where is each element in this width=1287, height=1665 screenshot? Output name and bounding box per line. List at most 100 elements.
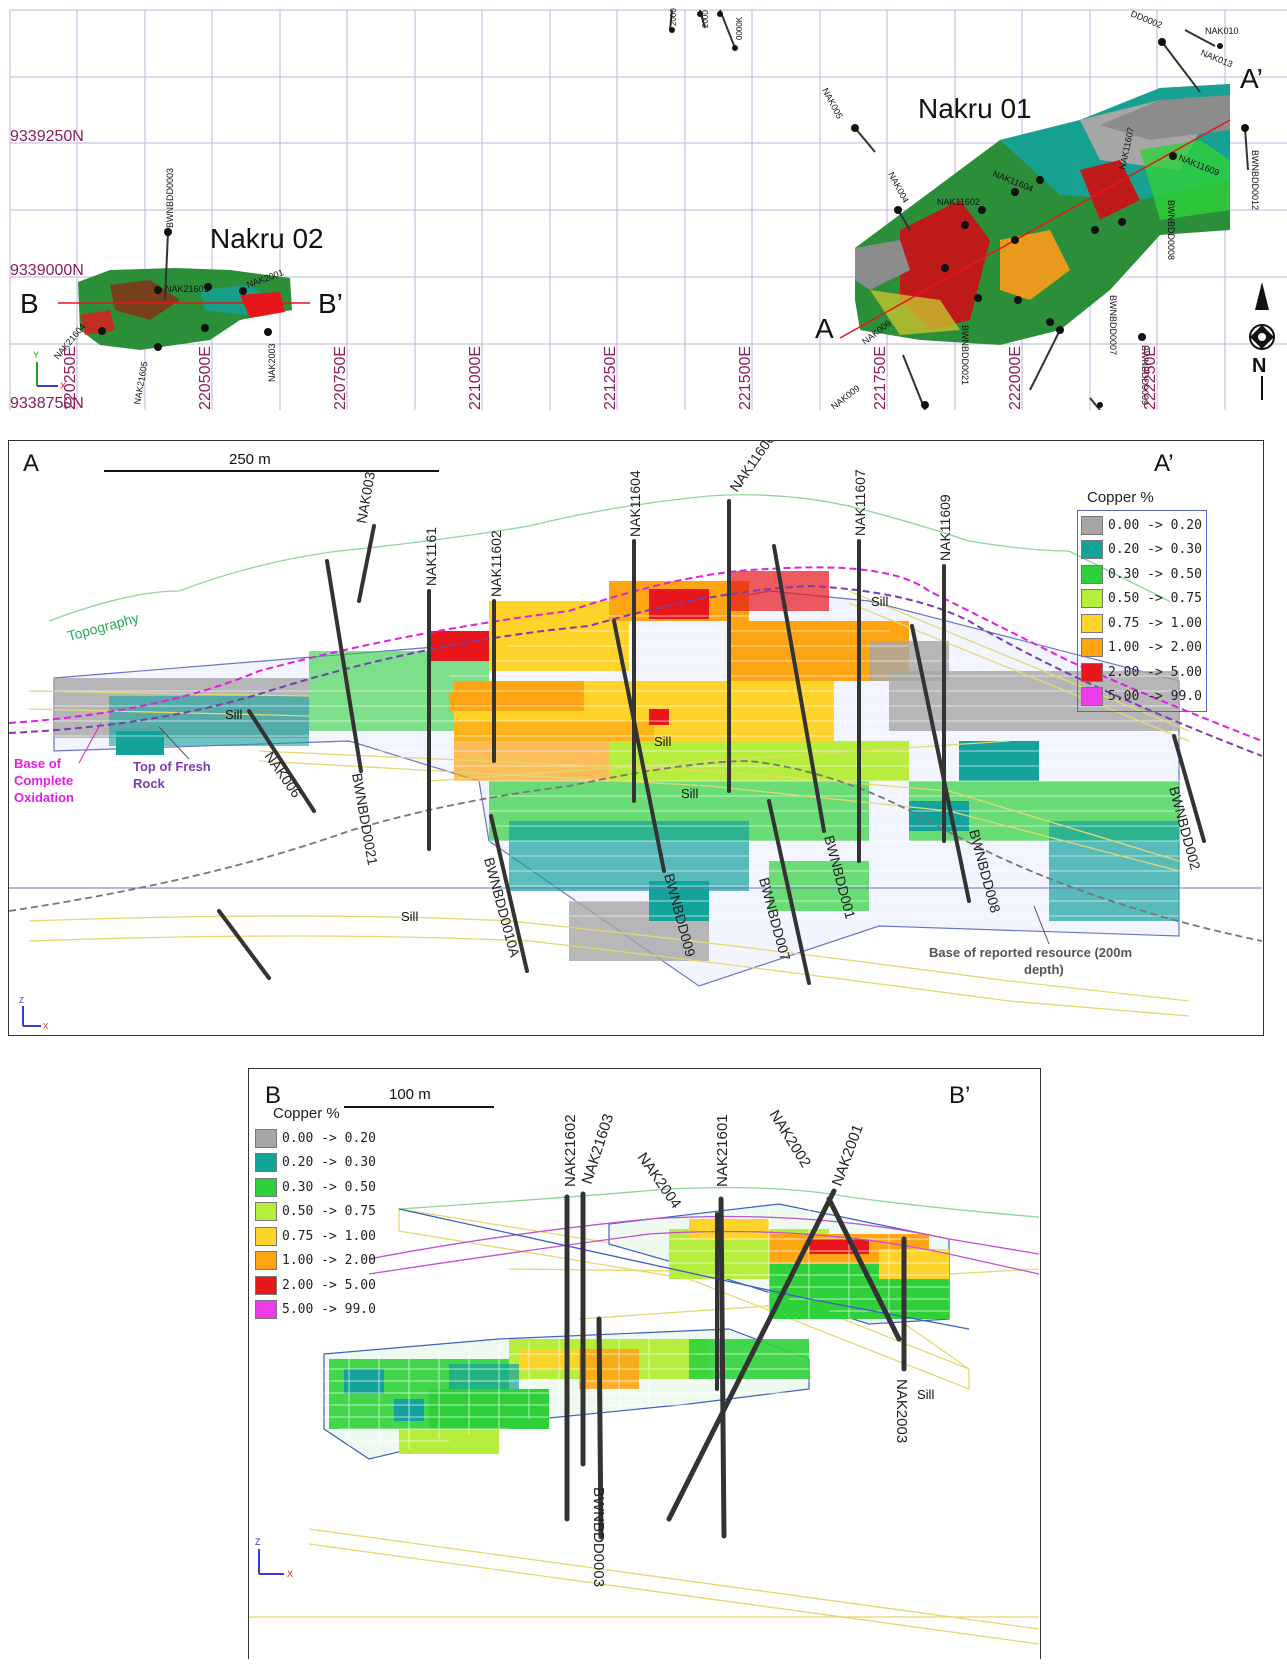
legend-item: 0.50 -> 0.75 — [1081, 587, 1202, 612]
plan-hole-label: NAK004 — [886, 170, 911, 204]
plan-hole-label: NAK009 — [829, 383, 862, 410]
plan-hole-label: BWNBDD0003 — [165, 168, 175, 228]
hole-label-nak11609: NAK11609 — [937, 494, 953, 561]
legend-title: Copper % — [1087, 489, 1207, 506]
section-end-a: A — [815, 313, 834, 344]
plan-view: NAK005 NAK004 NAK11604 NAK11602 NAK11607… — [0, 0, 1287, 410]
legend-item: 0.20 -> 0.30 — [255, 1151, 376, 1176]
plan-map: NAK005 NAK004 NAK11604 NAK11602 NAK11607… — [0, 0, 1287, 410]
legend-swatch — [255, 1300, 277, 1319]
legend-bb: Copper % 0.00 -> 0.20 0.20 -> 0.30 0.30 ->… — [255, 1105, 376, 1322]
legend-item: 2.00 -> 5.00 — [255, 1273, 376, 1298]
legend-swatch — [1081, 589, 1103, 608]
hole-label-nak2003: NAK2003 — [893, 1379, 910, 1443]
hole-label-nak21601: NAK21601 — [714, 1114, 731, 1187]
base-resource-label: Base of reported resource (200m depth) — [929, 945, 1132, 977]
northing-label: 9339250N — [10, 128, 84, 145]
section-aa-panel: NAK003 NAK1161 NAK11602 NAK11604 NAK1160… — [8, 440, 1264, 1036]
svg-text:Oxidation: Oxidation — [14, 790, 74, 805]
legend-label: 0.75 -> 1.00 — [1108, 616, 1202, 631]
section-end-b-prime: B’ — [318, 288, 343, 319]
easting-label: 220250E — [62, 346, 79, 410]
legend-box: 0.00 -> 0.20 0.20 -> 0.30 0.30 -> 0.50 0.50… — [255, 1126, 376, 1322]
svg-text:depth): depth) — [1024, 962, 1064, 977]
easting-label: 222250E — [1142, 346, 1159, 410]
hole-label-nak11604: NAK11604 — [627, 470, 643, 537]
axes-icon-bb: Z X — [255, 1537, 293, 1579]
north-arrow-icon: N — [1250, 282, 1274, 400]
easting-label: 220500E — [197, 346, 214, 410]
legend-swatch — [255, 1251, 277, 1270]
svg-text:Top of Fresh: Top of Fresh — [133, 759, 211, 774]
section-end-b: B — [20, 288, 39, 319]
sill-label-bb: Sill — [917, 1387, 934, 1402]
legend-item: 0.75 -> 1.00 — [255, 1224, 376, 1249]
hole-label-nak2002: NAK2002 — [766, 1107, 814, 1170]
svg-text:Rock: Rock — [133, 776, 166, 791]
legend-item: 1.00 -> 2.00 — [255, 1249, 376, 1274]
topography-label: Topography — [66, 610, 141, 644]
legend-swatch — [255, 1276, 277, 1295]
legend-item: 5.00 -> 99.0 — [255, 1298, 376, 1323]
scale-label-bb: 100 m — [389, 1086, 431, 1103]
svg-text:Base of reported resource (200: Base of reported resource (200m — [929, 945, 1132, 960]
axes-icon-aa: Z X — [19, 996, 49, 1031]
svg-text:Sill: Sill — [681, 786, 698, 801]
legend-label: 0.50 -> 0.75 — [282, 1204, 376, 1219]
section-b-end-right: B’ — [949, 1082, 970, 1109]
axis-x-label: X — [60, 381, 66, 391]
section-a-end-right: A’ — [1154, 450, 1174, 477]
plan-hole-label: DD0002 — [1129, 9, 1163, 31]
legend-label: 0.00 -> 0.20 — [282, 1131, 376, 1146]
legend-item: 0.00 -> 0.20 — [1081, 513, 1202, 538]
hole-label-nak2001: NAK2001 — [829, 1122, 867, 1188]
plan-hole-label: NAK005 — [820, 86, 845, 120]
legend-swatch — [255, 1153, 277, 1172]
hole-label-nak11606: NAK11606 — [726, 441, 777, 495]
section-end-a-prime: A’ — [1240, 63, 1263, 94]
hole-label-nak1161: NAK1161 — [423, 527, 439, 586]
easting-label: 221750E — [872, 346, 889, 410]
svg-text:Z: Z — [255, 1537, 261, 1547]
legend-label: 1.00 -> 2.00 — [282, 1253, 376, 1268]
legend-label: 2.00 -> 5.00 — [1108, 665, 1202, 680]
hole-label-nak11607: NAK11607 — [852, 469, 868, 536]
base-oxidation-label: Base of Complete Oxidation — [14, 756, 74, 805]
legend-label: 0.00 -> 0.20 — [1108, 518, 1202, 533]
plan-hole-label: BWNBDD0007 — [1108, 295, 1118, 355]
legend-swatch — [255, 1227, 277, 1246]
plan-hole-label: NAK010 — [1205, 26, 1239, 36]
section-aa-drawing: NAK003 NAK1161 NAK11602 NAK11604 NAK1160… — [9, 441, 1262, 1034]
legend-label: 0.20 -> 0.30 — [1108, 542, 1202, 557]
legend-item: 1.00 -> 2.00 — [1081, 636, 1202, 661]
top-hole-label: 0000K — [735, 16, 744, 40]
hole-label-nak21603: NAK21603 — [579, 1112, 618, 1186]
legend-label: 2.00 -> 5.00 — [282, 1278, 376, 1293]
legend-item: 0.20 -> 0.30 — [1081, 538, 1202, 563]
deposit-name-nakru01: Nakru 01 — [918, 93, 1032, 124]
svg-text:Sill: Sill — [654, 734, 671, 749]
legend-swatch — [1081, 540, 1103, 559]
axis-y-label: Y — [33, 350, 39, 360]
section-a-end-left: A — [23, 450, 39, 477]
legend-label: 0.50 -> 0.75 — [1108, 591, 1202, 606]
svg-text:Base of: Base of — [14, 756, 62, 771]
legend-box: 0.00 -> 0.20 0.20 -> 0.30 0.30 -> 0.50 0.50… — [1077, 510, 1207, 712]
hole-label-bwnbdd0021: BWNBDD0021 — [349, 772, 381, 867]
legend-swatch — [1081, 565, 1103, 584]
hole-label-nak003: NAK003 — [353, 470, 378, 524]
legend-label: 1.00 -> 2.00 — [1108, 640, 1202, 655]
plan-hole-label: NAK21605 — [132, 361, 149, 406]
legend-swatch — [1081, 638, 1103, 657]
svg-text:Sill: Sill — [871, 594, 888, 609]
legend-label: 0.30 -> 0.50 — [282, 1180, 376, 1195]
legend-label: 0.75 -> 1.00 — [282, 1229, 376, 1244]
plan-hole-label: NAK013 — [1199, 48, 1234, 70]
top-fresh-rock-label: Top of Fresh Rock — [133, 759, 211, 791]
easting-label: 220750E — [332, 346, 349, 410]
legend-item: 0.00 -> 0.20 — [255, 1126, 376, 1151]
legend-swatch — [1081, 614, 1103, 633]
hole-label-nak006: NAK006 — [262, 749, 305, 801]
legend-item: 0.30 -> 0.50 — [255, 1175, 376, 1200]
legend-label: 5.00 -> 99.0 — [1108, 689, 1202, 704]
